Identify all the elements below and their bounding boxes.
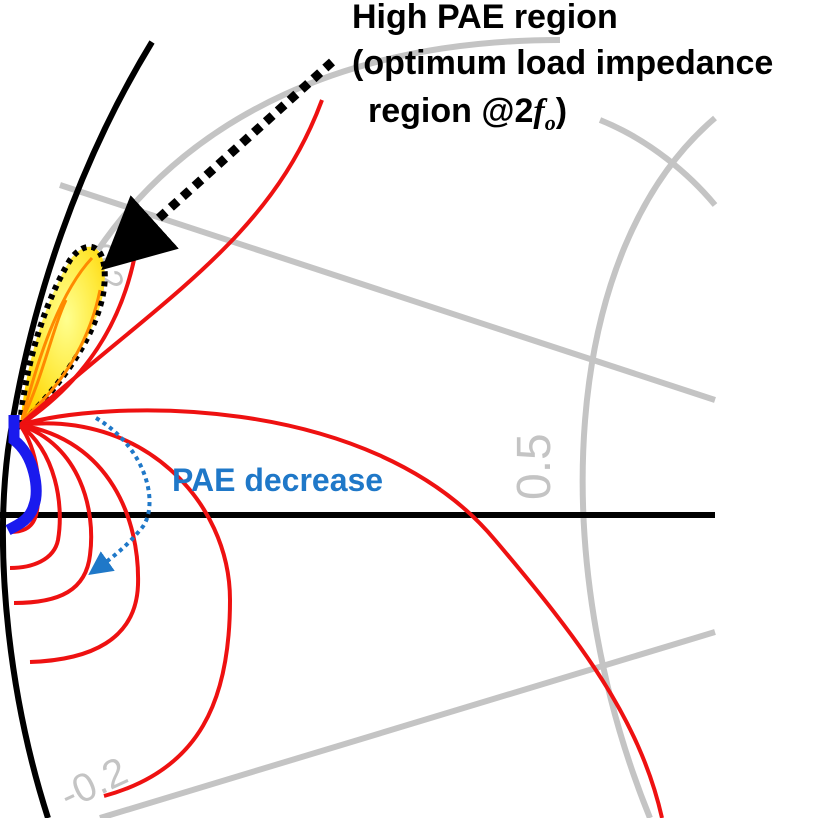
smith-outer-circle <box>0 40 155 818</box>
contour-loop-3 <box>13 423 94 605</box>
annotation-line1: High PAE region <box>352 0 618 36</box>
grid-reactance-lower-line <box>99 629 716 818</box>
annotation-line2: (optimum load impedance <box>352 44 773 82</box>
grid-reactance-upper-line <box>59 182 716 403</box>
high-pae-region <box>16 243 108 433</box>
contour-loop-4 <box>19 423 141 664</box>
pae-decrease-label: PAE decrease <box>172 462 383 498</box>
high-pae-arrow <box>101 58 336 271</box>
inner-contour-3 <box>21 289 102 422</box>
annotation-line3-prefix: region @2 <box>368 92 533 130</box>
contour-large-outer <box>19 408 664 818</box>
annotation-line3: region @2fo) <box>368 92 567 135</box>
grid-resistance-arc <box>579 115 717 818</box>
annotation-sub: o <box>545 110 556 135</box>
annotation-line3-suffix: ) <box>556 92 567 130</box>
grid-right-arc <box>598 117 718 207</box>
annotation-f: f <box>533 93 548 130</box>
blue-marker <box>5 415 42 535</box>
pae-decrease-arrow <box>88 416 152 575</box>
contour-mid-upper <box>18 254 137 427</box>
contour-loop-large <box>19 421 233 798</box>
grid-label-lower: -0.2 <box>53 749 134 818</box>
inner-contour-1 <box>20 256 94 421</box>
contour-loop-2 <box>9 423 62 570</box>
inner-contour-2 <box>20 299 68 421</box>
grid-label-middle: 0.5 <box>508 433 561 500</box>
inner-contours <box>20 256 102 422</box>
contour-loop-1 <box>9 423 41 534</box>
pae-contours <box>9 99 664 818</box>
